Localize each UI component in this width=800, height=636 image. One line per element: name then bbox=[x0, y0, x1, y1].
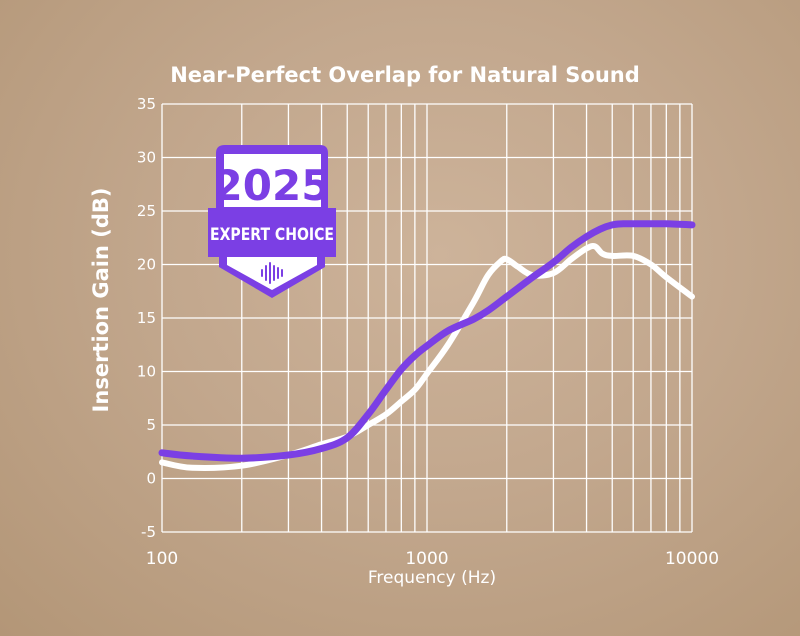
y-tick-label: 30 bbox=[137, 149, 156, 167]
expert-choice-badge: 2025 EXPERT CHOICE bbox=[208, 145, 336, 298]
y-tick-label: 25 bbox=[137, 202, 156, 220]
x-tick-label: 1000 bbox=[405, 549, 448, 569]
y-tick-label: 15 bbox=[137, 309, 156, 327]
y-tick-label: 35 bbox=[137, 95, 156, 113]
sound-wave-icon bbox=[261, 262, 283, 284]
x-axis-label: Frequency (Hz) bbox=[368, 568, 496, 588]
y-tick-label: -5 bbox=[141, 523, 156, 541]
x-tick-label: 100 bbox=[146, 549, 178, 569]
x-tick-label: 10000 bbox=[665, 549, 719, 569]
badge-year: 2025 bbox=[214, 161, 331, 210]
y-axis-label: Insertion Gain (dB) bbox=[89, 188, 113, 413]
y-tick-label: 20 bbox=[137, 256, 156, 274]
y-tick-label: 0 bbox=[146, 470, 156, 488]
chart-title: Near-Perfect Overlap for Natural Sound bbox=[170, 63, 640, 87]
badge-bottom-panel bbox=[227, 257, 317, 290]
series-line-2 bbox=[158, 220, 696, 462]
y-tick-labels: -5 0 5 10 15 20 25 30 35 bbox=[137, 95, 156, 541]
series-layer bbox=[158, 220, 696, 471]
badge-year-panel bbox=[224, 154, 321, 207]
y-tick-label: 10 bbox=[137, 363, 156, 381]
x-tick-labels: 100 1000 10000 bbox=[146, 549, 719, 569]
y-tick-label: 5 bbox=[146, 416, 156, 434]
grid bbox=[161, 103, 693, 533]
badge-text: EXPERT CHOICE bbox=[210, 225, 334, 245]
